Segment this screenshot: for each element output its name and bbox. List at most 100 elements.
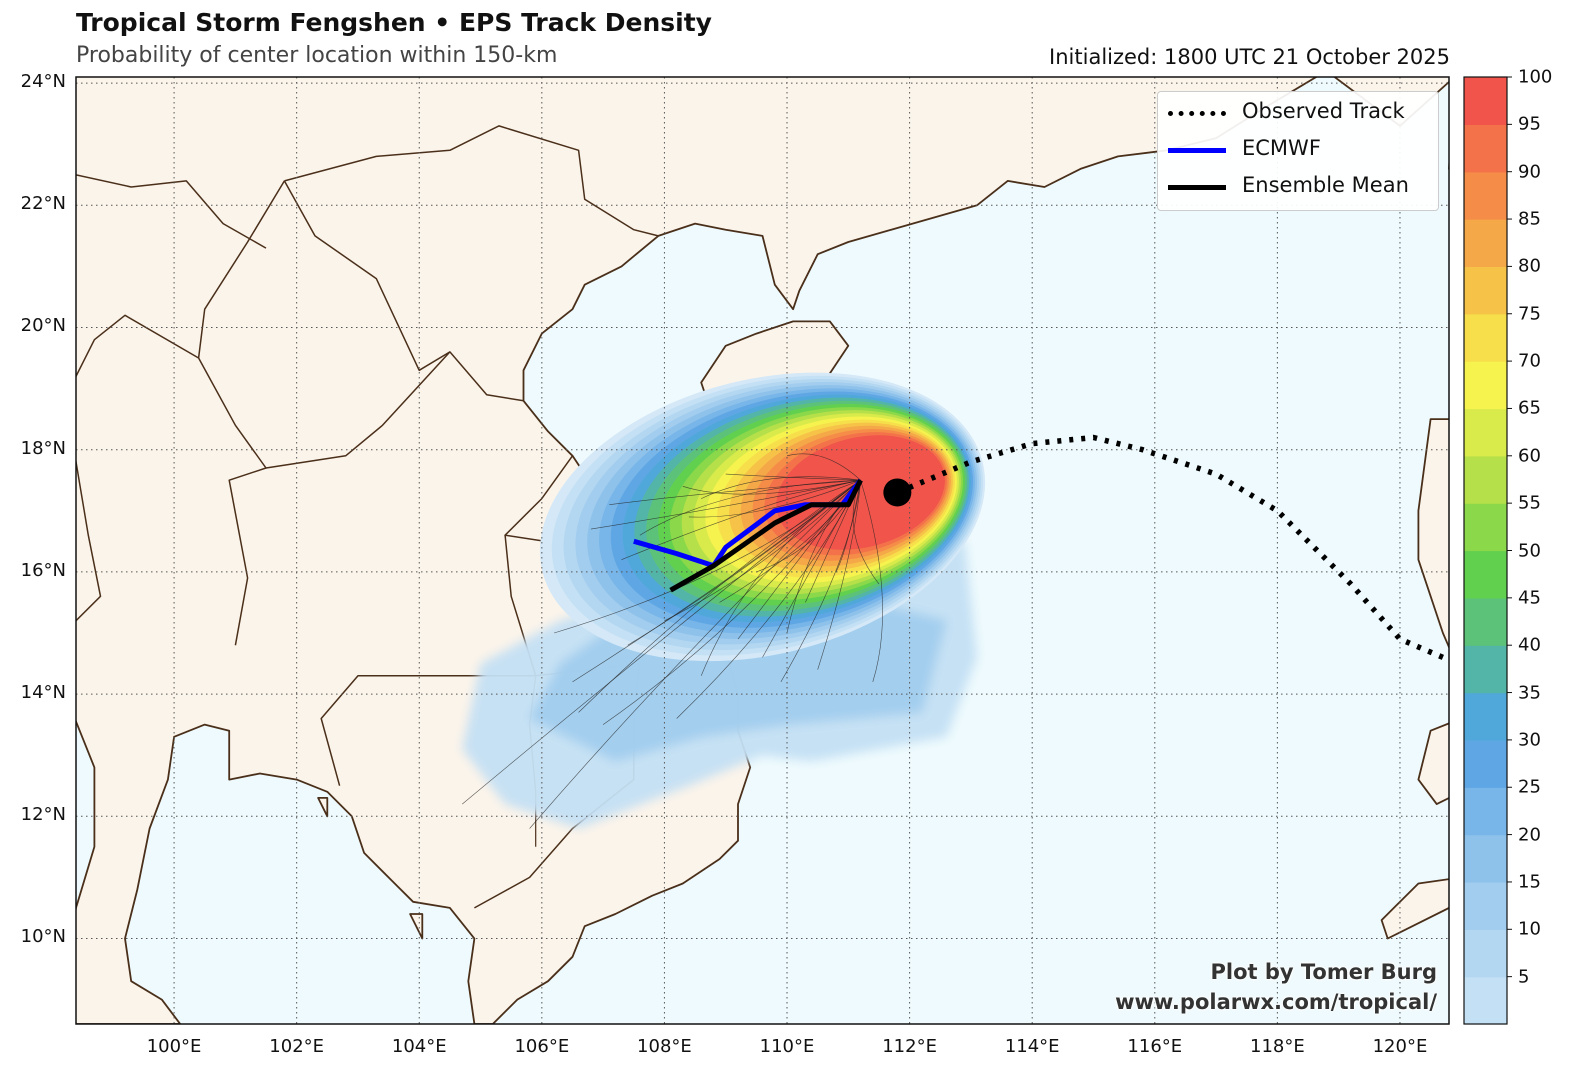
longitude-label: 104°E <box>391 1036 447 1057</box>
member-track <box>602 480 861 725</box>
member-track <box>621 479 861 560</box>
latitude-label: 12°N <box>20 804 66 826</box>
longitude-label: 110°E <box>759 1036 815 1057</box>
mindoro-island <box>1417 722 1449 805</box>
country-border <box>284 125 659 237</box>
colorbar-bin <box>1464 361 1507 410</box>
colorbar-bin <box>1464 219 1507 267</box>
forecast-tracks <box>633 434 1444 660</box>
colorbar-bin <box>1464 645 1507 694</box>
colorbar-tick-label: 85 <box>1518 208 1541 230</box>
colorbar-tick-label: 50 <box>1518 540 1541 561</box>
latitude-label: 24°N <box>20 71 66 93</box>
member-track <box>639 479 861 536</box>
chart-subtitle: Probability of center location within 15… <box>76 43 558 68</box>
colorbar-tick-label: 5 <box>1518 966 1530 988</box>
colorbar-tick-label: 70 <box>1518 350 1541 372</box>
colorbar-tick-label: 10 <box>1518 918 1541 940</box>
colorbar-bin <box>1464 408 1507 457</box>
colorbar-bin <box>1464 171 1507 220</box>
member-track <box>590 479 861 530</box>
palawan-island <box>1380 878 1449 940</box>
colorbar-bin <box>1464 787 1507 836</box>
colorbar-tick-label: 80 <box>1518 255 1541 277</box>
legend-mean-swatch <box>1168 185 1226 190</box>
colorbar-bin <box>1464 455 1507 504</box>
colorbar-tick-label: 30 <box>1518 729 1541 751</box>
member-track <box>701 476 861 499</box>
colorbar-tick-label: 100 <box>1518 66 1553 88</box>
credit-author: Plot by Tomer Burg <box>1210 960 1438 984</box>
taiwan-island <box>1448 154 1449 172</box>
legend-observed-track: Observed Track <box>1166 98 1436 128</box>
member-track <box>817 480 861 670</box>
colorbar-tick-label: 40 <box>1518 634 1541 656</box>
member-track <box>860 480 883 682</box>
chart-title: Tropical Storm Fengshen • EPS Track Dens… <box>76 8 712 37</box>
colorbar-bin <box>1464 266 1507 315</box>
country-border <box>76 314 199 622</box>
legend-ecmwf-swatch <box>1168 148 1226 153</box>
colorbar-tick-label: 60 <box>1518 445 1541 467</box>
longitude-label: 114°E <box>1004 1036 1060 1057</box>
member-track <box>700 479 861 676</box>
colorbar-bin <box>1464 503 1507 552</box>
member-track <box>529 479 861 829</box>
country-border <box>76 174 267 249</box>
member-track <box>688 479 861 518</box>
longitude-label: 116°E <box>1127 1036 1183 1057</box>
colorbar-tick-label: 65 <box>1518 397 1541 419</box>
small-island <box>317 797 329 818</box>
colorbar-bin <box>1464 77 1507 125</box>
member-track <box>609 479 861 505</box>
latitude-label: 22°N <box>20 193 66 215</box>
member-track <box>780 480 861 683</box>
legend-mean-label: Ensemble Mean <box>1242 173 1409 197</box>
colorbar-tick-label: 45 <box>1518 587 1541 609</box>
legend-observed-swatch <box>1168 111 1226 116</box>
member-track <box>725 473 861 481</box>
member-track <box>682 479 861 495</box>
colorbar-bin <box>1464 313 1507 362</box>
latitude-label: 10°N <box>20 926 66 948</box>
luzon-island <box>1417 418 1449 650</box>
colorbar-tick-label: 95 <box>1518 113 1541 135</box>
country-border <box>228 467 267 646</box>
legend-ecmwf: ECMWF <box>1166 135 1436 165</box>
colorbar-bin <box>1464 597 1507 646</box>
credit-url: www.polarwx.com/tropical/ <box>1115 990 1437 1014</box>
country-border <box>197 180 451 469</box>
longitude-label: 120°E <box>1372 1036 1428 1057</box>
colorbar <box>1463 76 1512 1025</box>
latitude-label: 16°N <box>20 559 66 581</box>
longitude-label: 112°E <box>882 1036 937 1057</box>
latitude-label: 20°N <box>20 315 66 337</box>
colorbar-bin <box>1464 882 1507 930</box>
colorbar-bin <box>1464 976 1507 1025</box>
longitude-label: 108°E <box>637 1036 692 1057</box>
colorbar-tick-label: 20 <box>1518 824 1541 846</box>
colorbar-bin <box>1464 739 1507 788</box>
colorbar-tick-label: 90 <box>1518 161 1541 183</box>
observed-track-line <box>896 434 1444 660</box>
colorbar-bin <box>1464 834 1507 883</box>
legend: Observed Track ECMWF Ensemble Mean <box>1157 91 1439 211</box>
colorbar-tick-label: 55 <box>1518 492 1541 514</box>
colorbar-bin <box>1464 550 1507 599</box>
colorbar-tick-label: 15 <box>1518 871 1541 893</box>
member-track <box>786 453 861 481</box>
current-position-marker <box>883 478 912 507</box>
colorbar-bin <box>1464 692 1507 741</box>
country-border <box>320 535 537 786</box>
member-track <box>462 479 861 805</box>
latitude-label: 18°N <box>20 437 66 459</box>
longitude-label: 102°E <box>269 1036 325 1057</box>
initialization-time: Initialized: 1800 UTC 21 October 2025 <box>1049 45 1450 69</box>
latitude-label: 14°N <box>20 682 66 704</box>
legend-ensemble-mean: Ensemble Mean <box>1166 172 1436 202</box>
longitude-label: 100°E <box>146 1036 202 1057</box>
colorbar-tick-label: 75 <box>1518 303 1541 325</box>
legend-observed-label: Observed Track <box>1242 99 1405 123</box>
colorbar-bin <box>1464 929 1507 978</box>
